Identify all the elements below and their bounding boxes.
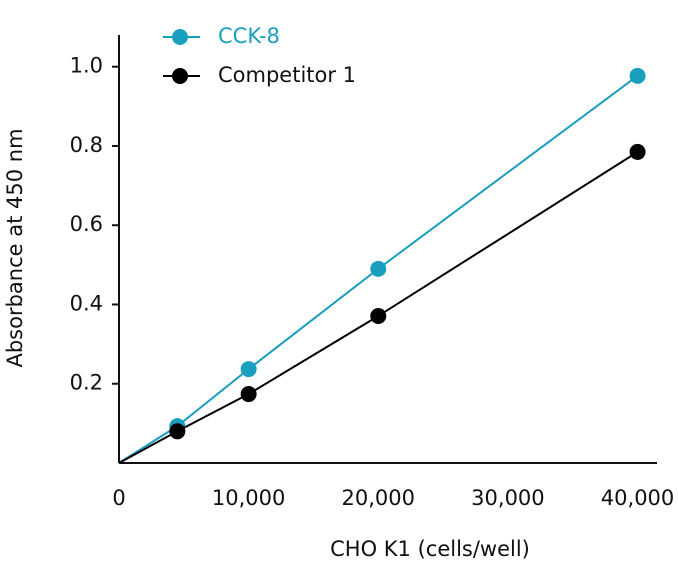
data-point <box>169 423 186 440</box>
x-axis-title: CHO K1 (cells/well) <box>330 537 530 561</box>
data-point <box>370 260 387 277</box>
legend-label: Competitor 1 <box>218 63 356 87</box>
series-line <box>118 151 639 464</box>
y-tick-label: 0.6 <box>70 212 103 236</box>
data-point <box>370 307 387 324</box>
x-tick-label: 20,000 <box>342 486 415 510</box>
y-tick-label: 1.0 <box>70 54 103 78</box>
data-point <box>240 386 257 403</box>
x-tick-label: 0 <box>112 486 125 510</box>
x-tick-label: 30,000 <box>471 486 544 510</box>
data-point <box>240 361 257 378</box>
y-axis-title: Absorbance at 450 nm <box>3 128 27 367</box>
legend-label: CCK-8 <box>218 24 280 48</box>
y-tick-label: 0.4 <box>70 291 103 315</box>
x-tick-label: 40,000 <box>601 486 674 510</box>
y-tick-label: 0.8 <box>70 133 103 157</box>
y-tick-label: 0.2 <box>70 371 103 395</box>
legend-marker <box>172 29 188 45</box>
legend-marker <box>172 68 188 84</box>
data-point <box>629 67 646 84</box>
data-point <box>629 143 646 160</box>
x-tick-label: 10,000 <box>212 486 285 510</box>
